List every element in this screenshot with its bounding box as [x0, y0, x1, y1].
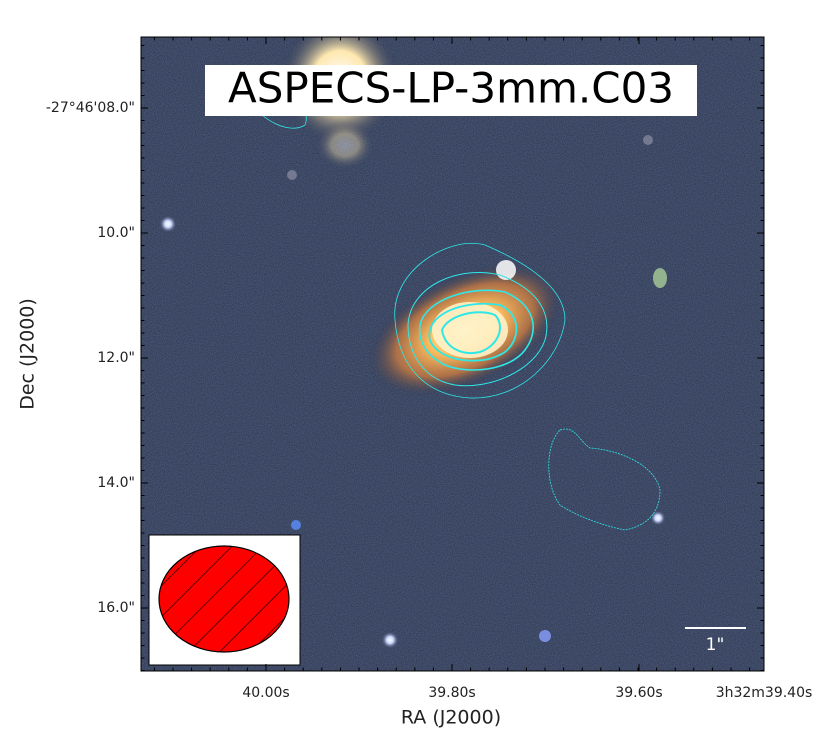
x-tick-label: 3h32m39.40s [716, 685, 813, 701]
y-axis-label: Dec (J2000) [17, 298, 39, 410]
x-axis-label: RA (J2000) [401, 707, 501, 729]
contours [249, 89, 661, 531]
scale-bar-label: 1" [706, 635, 725, 655]
x-tick-label: 39.80s [428, 685, 475, 701]
y-tick-label: 10.0" [97, 225, 135, 241]
y-tick-label: 12.0" [97, 350, 135, 366]
x-tick-label: 40.00s [242, 685, 289, 701]
beam [158, 545, 290, 653]
title-box [205, 65, 697, 116]
y-tick-label: 16.0" [97, 600, 135, 616]
title: ASPECS-LP-3mm.C03 [228, 64, 674, 113]
x-tick-label: 39.60s [615, 685, 662, 701]
y-tick-label: 14.0" [97, 475, 135, 491]
y-tick-label: -27°46'08.0" [46, 100, 135, 116]
sky-image [141, 37, 764, 671]
ticks: 40.00s 39.80s 39.60s 3h32m39.40s -27°46'08.0… [46, 37, 812, 701]
